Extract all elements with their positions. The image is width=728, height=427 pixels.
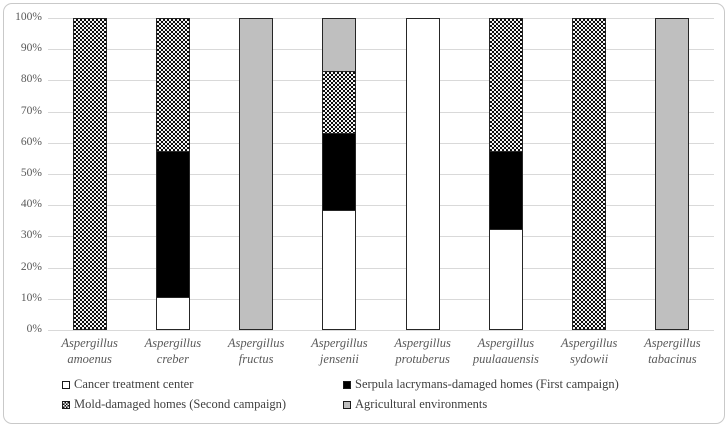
gridline (48, 80, 714, 82)
x-tick-line: Aspergillus (644, 336, 701, 350)
x-tick-label: Aspergillus sydowii (548, 336, 631, 367)
x-tick-line: protuberus (395, 351, 450, 366)
bar-segment (73, 19, 106, 329)
bar-segment (240, 19, 273, 329)
gridline (48, 267, 714, 269)
gridline (48, 330, 714, 331)
legend-marker-icon (343, 380, 351, 389)
bar-segment (489, 19, 522, 153)
x-tick-line: Aspergillus (311, 336, 368, 350)
bar-creber (155, 18, 190, 330)
legend-item: Serpula lacrymans-damaged homes (First c… (343, 377, 702, 392)
bar-segment (156, 298, 189, 329)
x-tick-label: Aspergillus jensenii (298, 336, 381, 367)
y-tick-label: 50% (20, 167, 42, 179)
legend-label: Mold-damaged homes (Second campaign) (74, 397, 287, 411)
bar-sydowii (572, 18, 607, 330)
y-axis: 100% 90% 80% 70% 60% 50% 40% 30% 20% 10% 0% (0, 0, 44, 427)
bar-segment (323, 133, 356, 212)
x-tick-label: Aspergillus amoenus (48, 336, 131, 367)
x-tick-line: puulaauensis (472, 351, 539, 366)
bar-fructus (239, 18, 274, 330)
bar-segment (489, 229, 522, 329)
x-tick-label: Aspergillus creber (131, 336, 214, 367)
x-tick-label: Aspergillus fructus (215, 336, 298, 367)
legend-label: Agricultural environments (355, 397, 488, 411)
bar-protuberus (405, 18, 440, 330)
x-tick-label: Aspergillus tabacinus (631, 336, 714, 367)
gridline (48, 298, 714, 300)
gridline (48, 49, 714, 51)
x-tick-line: Aspergillus (144, 336, 202, 350)
x-tick-line: creber (156, 351, 189, 366)
bar-segment (406, 19, 439, 329)
y-tick-label: 60% (20, 135, 42, 148)
plot-area (48, 18, 714, 331)
legend: Cancer treatment center Serpula lacrymans… (62, 377, 702, 412)
x-tick-line: Aspergillus (477, 336, 535, 350)
bar-segment (656, 19, 689, 329)
bar-segment (156, 19, 189, 153)
y-tick-label: 10% (20, 291, 42, 304)
bar-segment (573, 19, 606, 329)
bar-amoenus (72, 18, 107, 330)
x-tick-line: amoenus (67, 351, 112, 366)
y-tick-label: 70% (20, 104, 42, 117)
bar-segment (323, 211, 356, 329)
bar-segment (156, 152, 189, 298)
x-tick-line: jensenii (319, 351, 359, 366)
bar-tabacinus (655, 18, 690, 330)
x-tick-label: Aspergillus puulaauensis (464, 336, 547, 367)
gridline (48, 142, 714, 144)
legend-label: Serpula lacrymans-damaged homes (First c… (355, 377, 619, 391)
y-tick-label: 100% (15, 11, 42, 23)
y-tick-label: 40% (20, 198, 42, 211)
y-tick-label: 20% (20, 260, 42, 273)
bar-segment (323, 71, 356, 134)
x-axis: Aspergillus amoenus Aspergillus creber Asper… (0, 336, 728, 372)
x-tick-line: Aspergillus (227, 336, 285, 350)
x-tick-line: sydowii (570, 351, 609, 366)
x-tick-line: tabacinus (648, 351, 697, 366)
bar-jensenii (322, 18, 357, 330)
x-tick-line: Aspergillus (394, 336, 451, 350)
y-tick-label: 30% (20, 229, 42, 242)
legend-item: Agricultural environments (343, 397, 702, 412)
legend-item: Cancer treatment center (62, 377, 343, 392)
x-tick-line: Aspergillus (560, 336, 618, 350)
gridline (48, 18, 714, 19)
legend-item: Mold-damaged homes (Second campaign) (62, 397, 343, 412)
bar-segment (323, 19, 356, 72)
y-tick-label: 90% (20, 42, 42, 55)
x-tick-line: fructus (238, 351, 274, 366)
bar-segment (489, 152, 522, 230)
gridline (48, 111, 714, 113)
gridline (48, 174, 714, 175)
bar-puulaauensis (488, 18, 523, 330)
legend-marker-icon (343, 400, 351, 409)
legend-marker-icon (62, 400, 70, 409)
gridline (48, 205, 714, 207)
legend-marker-icon (62, 380, 70, 389)
legend-label: Cancer treatment center (74, 377, 194, 391)
gridline (48, 236, 714, 238)
y-tick-label: 0% (26, 323, 42, 335)
y-tick-label: 80% (20, 73, 42, 86)
x-tick-label: Aspergillus protuberus (381, 336, 464, 367)
x-tick-line: Aspergillus (61, 336, 118, 350)
